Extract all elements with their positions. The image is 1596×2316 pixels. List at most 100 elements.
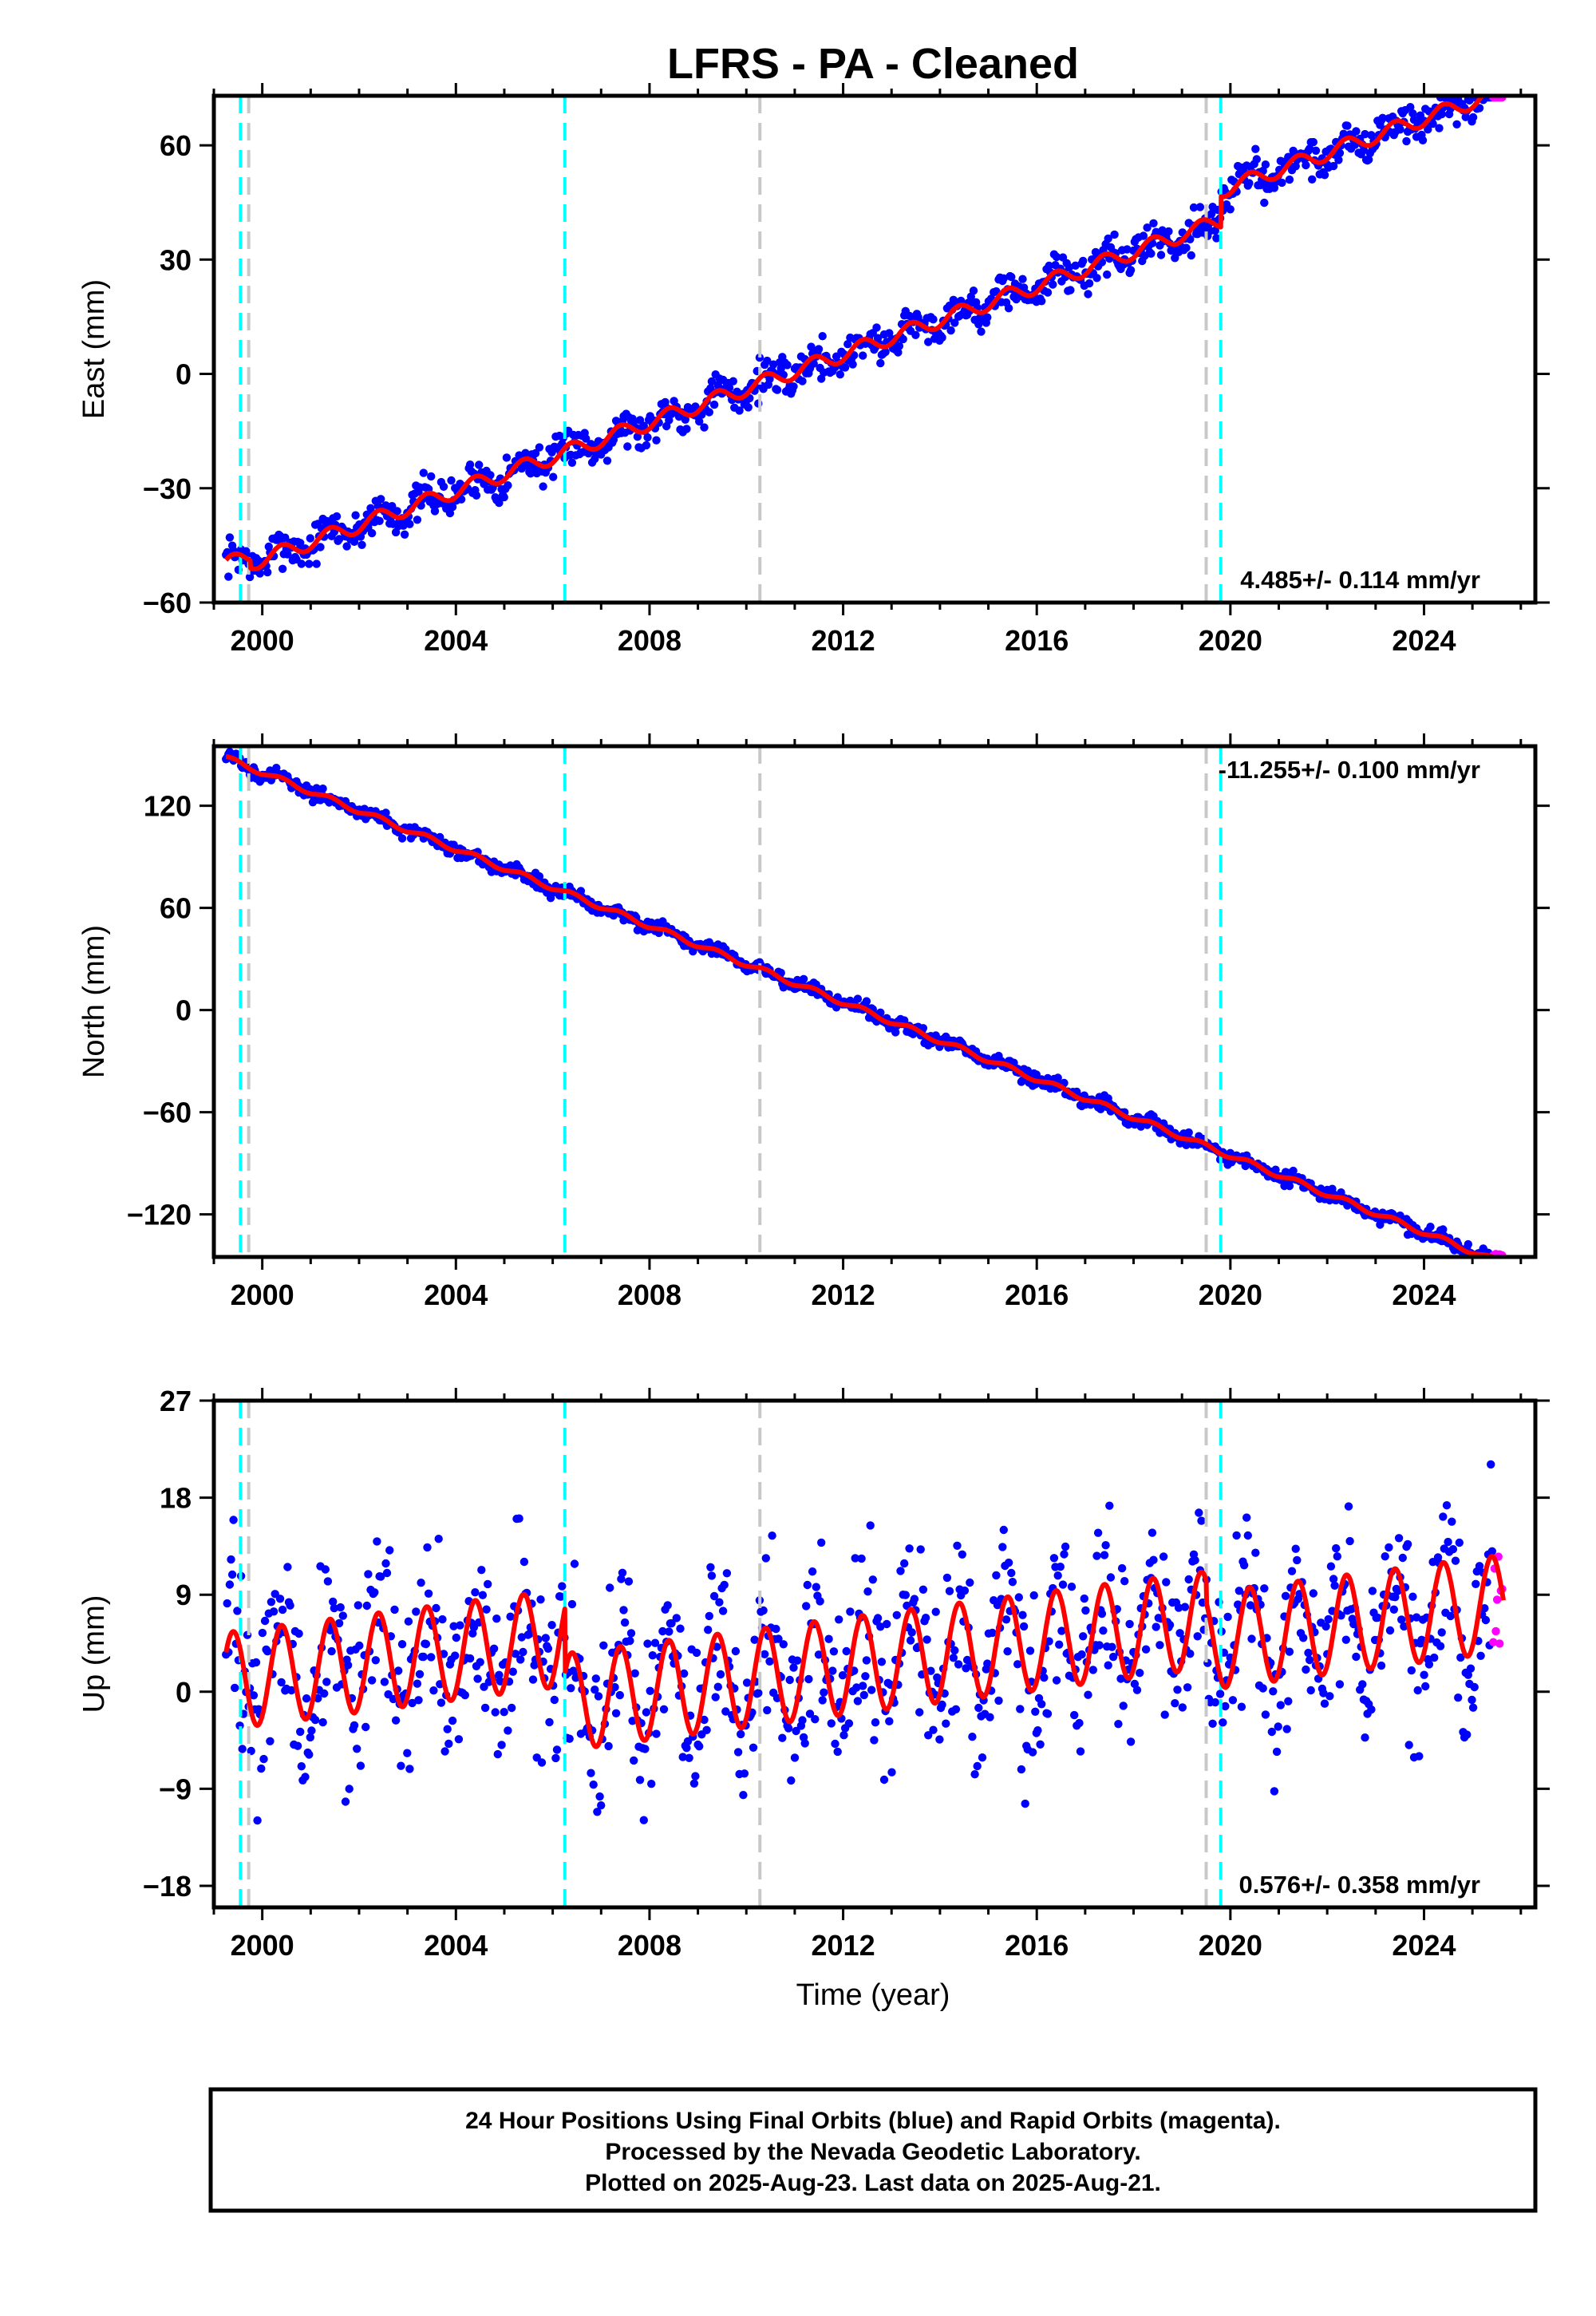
data-point [439, 482, 448, 491]
data-point [970, 1770, 979, 1779]
data-point [1184, 1575, 1193, 1584]
y-axis-label: Up (mm) [77, 1595, 111, 1713]
data-point [476, 1658, 484, 1666]
data-point [1183, 1683, 1192, 1692]
data-point [1291, 162, 1300, 171]
data-point [225, 1580, 235, 1589]
data-point [735, 406, 744, 415]
data-point [765, 1657, 774, 1666]
data-point [808, 1567, 817, 1576]
data-point [725, 383, 734, 393]
data-point [227, 1555, 235, 1564]
data-point [1332, 1543, 1341, 1553]
data-point [318, 1717, 327, 1727]
data-point [639, 1816, 648, 1824]
data-point [312, 784, 321, 792]
x-tick-label: 2008 [618, 624, 681, 657]
data-point [842, 1646, 851, 1656]
data-point [1208, 1719, 1217, 1728]
data-point [761, 1554, 770, 1563]
data-point [1019, 1622, 1029, 1631]
data-point [1291, 1544, 1300, 1553]
data-point [779, 1640, 788, 1649]
data-point [863, 1587, 872, 1596]
data-point [1226, 205, 1235, 214]
data-point [739, 1791, 748, 1800]
data-point [626, 1636, 634, 1646]
data-point [827, 1719, 836, 1728]
data-point [1043, 288, 1053, 297]
data-point [916, 1545, 925, 1554]
data-point [663, 1601, 672, 1610]
data-point [1428, 119, 1437, 128]
data-point [1475, 104, 1484, 113]
data-point [558, 1582, 567, 1591]
data-point [1040, 1673, 1049, 1682]
data-point [1247, 1634, 1256, 1643]
data-point [1258, 1684, 1267, 1693]
data-point [1147, 249, 1156, 258]
data-point [421, 1639, 431, 1649]
data-point [1105, 1501, 1114, 1510]
data-point [700, 423, 709, 432]
data-point [1448, 1517, 1456, 1526]
data-point [836, 370, 845, 379]
data-point [707, 1571, 717, 1580]
data-point [1239, 1561, 1249, 1570]
data-point [343, 1661, 353, 1670]
data-point [1004, 1558, 1013, 1567]
data-point [1126, 1737, 1136, 1746]
data-point [785, 1675, 794, 1685]
data-point [1344, 1502, 1353, 1511]
data-point [1029, 1591, 1038, 1600]
data-point [1385, 1626, 1395, 1635]
data-point [1114, 1720, 1123, 1729]
data-point [866, 1521, 875, 1530]
data-point [1481, 1615, 1491, 1625]
data-point [412, 1607, 421, 1616]
data-point [900, 1559, 909, 1568]
north-panel: 2000 2004 2008 2012 2016 2020 2024 −120 −60 0 60 12… [77, 733, 1550, 1311]
data-point [857, 1554, 866, 1563]
data-point [493, 1749, 502, 1759]
data-point [1067, 1583, 1077, 1591]
data-point [722, 1569, 732, 1578]
data-point [338, 1611, 347, 1620]
data-point [950, 1646, 959, 1655]
data-point [706, 1563, 715, 1572]
data-point [1189, 203, 1199, 212]
data-point [1437, 1628, 1446, 1637]
data-point [929, 1725, 938, 1734]
data-point [1378, 113, 1387, 122]
data-point [1021, 1799, 1029, 1808]
data-point [633, 433, 642, 441]
data-point [486, 471, 495, 480]
data-point [1126, 266, 1136, 275]
data-point [283, 1563, 292, 1571]
data-point [341, 1797, 350, 1806]
data-point [816, 1597, 824, 1606]
data-point [316, 543, 325, 551]
data-point [1324, 1614, 1333, 1624]
data-point [802, 1602, 811, 1611]
data-point [1025, 1646, 1035, 1655]
data-point [685, 1753, 693, 1762]
data-point [1110, 230, 1119, 239]
data-point [297, 559, 306, 568]
data-point [482, 1605, 491, 1614]
data-point [380, 1678, 389, 1686]
data-point [565, 1734, 574, 1743]
data-point [652, 436, 661, 445]
data-point [302, 1694, 311, 1703]
up-panel: 2000 2004 2008 2012 2016 2020 2024 −18 −9 0 9 18 27 U… [77, 1385, 1550, 2012]
y-tick-label: 0 [176, 358, 192, 391]
data-point [659, 1705, 669, 1713]
data-point [1426, 1223, 1435, 1231]
data-point [873, 1614, 883, 1622]
data-point [1406, 103, 1415, 112]
plot-area [222, 1401, 1507, 1907]
data-point [1076, 1747, 1085, 1756]
data-point [438, 1614, 447, 1624]
data-point [364, 1570, 373, 1579]
data-point [862, 1656, 871, 1665]
